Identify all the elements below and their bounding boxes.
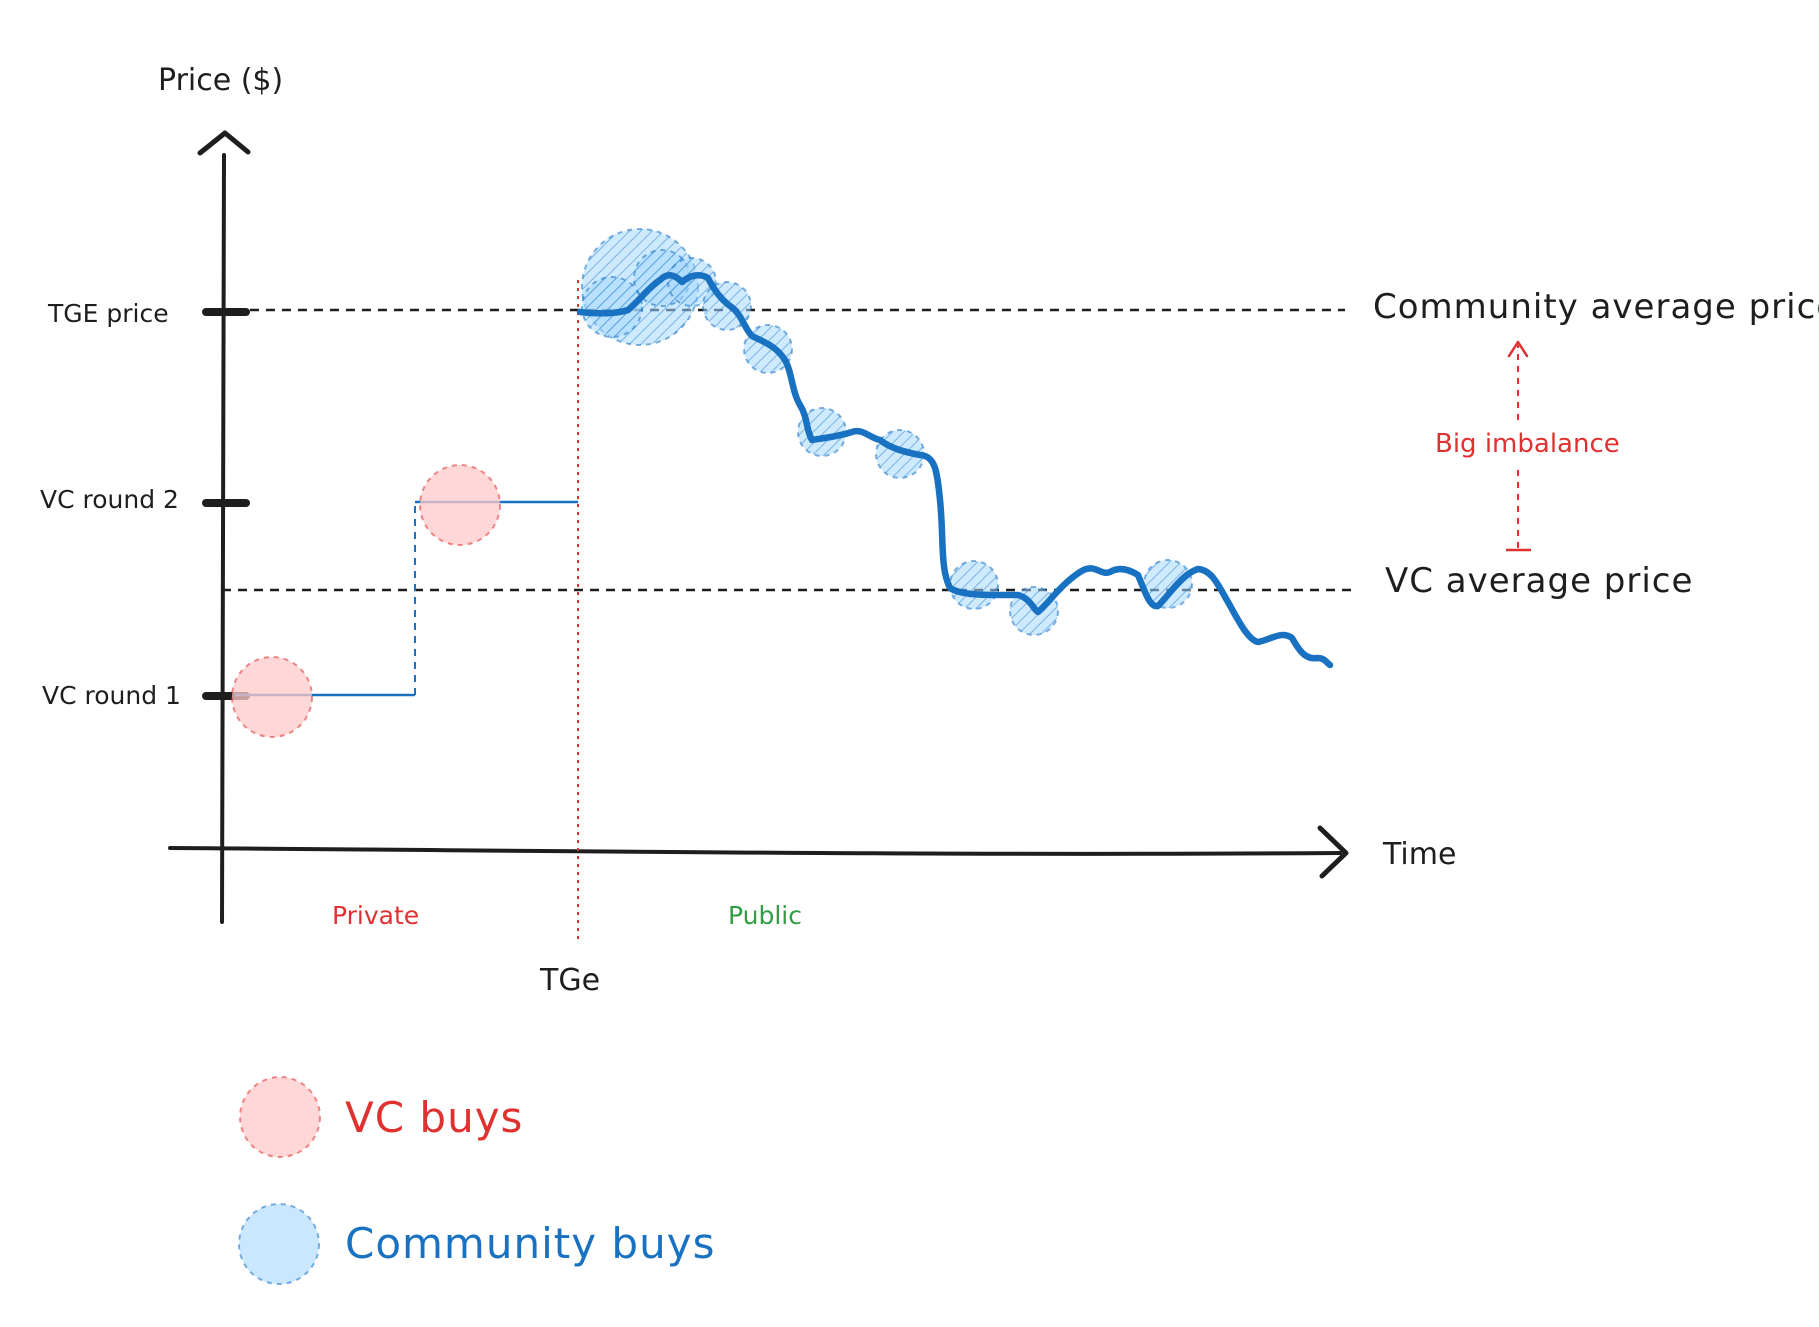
tick-label-vc-round-2: VC round 2 xyxy=(40,485,179,514)
vc-buys xyxy=(231,464,501,738)
public-price-line xyxy=(576,271,1334,669)
legend-vc-label: VC buys xyxy=(345,1093,523,1142)
community-buy xyxy=(667,257,717,307)
community-buy xyxy=(949,560,999,610)
community-average-label: Community average price xyxy=(1373,287,1819,327)
imbalance-label: Big imbalance xyxy=(1435,429,1620,459)
y-ticks: TGE price VC round 2 VC round 1 xyxy=(40,299,250,710)
y-axis-label: Price ($) xyxy=(158,63,283,98)
x-axis-label: Time xyxy=(1382,837,1456,872)
vc-buy-round-1 xyxy=(231,656,313,738)
legend-community-label: Community buys xyxy=(345,1219,715,1268)
legend-community-swatch xyxy=(238,1203,320,1285)
reference-lines: Community average price VC average price xyxy=(222,287,1819,601)
imbalance-annotation: Big imbalance xyxy=(1435,340,1620,552)
x-axis: Time xyxy=(168,825,1456,879)
imbalance-arrowhead xyxy=(1507,340,1529,358)
tge-marker: TGe xyxy=(539,280,600,998)
y-axis: Price ($) xyxy=(158,63,283,924)
tge-label: TGe xyxy=(539,963,600,998)
y-axis-arrowhead xyxy=(197,130,251,156)
phase-private-label: Private xyxy=(332,901,419,930)
legend-vc-swatch xyxy=(239,1076,321,1158)
phase-public-label: Public xyxy=(728,901,802,930)
tick-label-vc-round-1: VC round 1 xyxy=(42,681,181,710)
legend: VC buys Community buys xyxy=(238,1076,715,1285)
tick-label-tge-price: TGE price xyxy=(47,299,169,328)
vc-buy-round-2 xyxy=(419,464,501,546)
x-axis-arrowhead xyxy=(1317,825,1349,879)
x-axis-line xyxy=(168,846,1342,856)
y-axis-line xyxy=(220,153,226,924)
community-buy xyxy=(581,276,643,338)
vc-average-label: VC average price xyxy=(1385,561,1693,601)
